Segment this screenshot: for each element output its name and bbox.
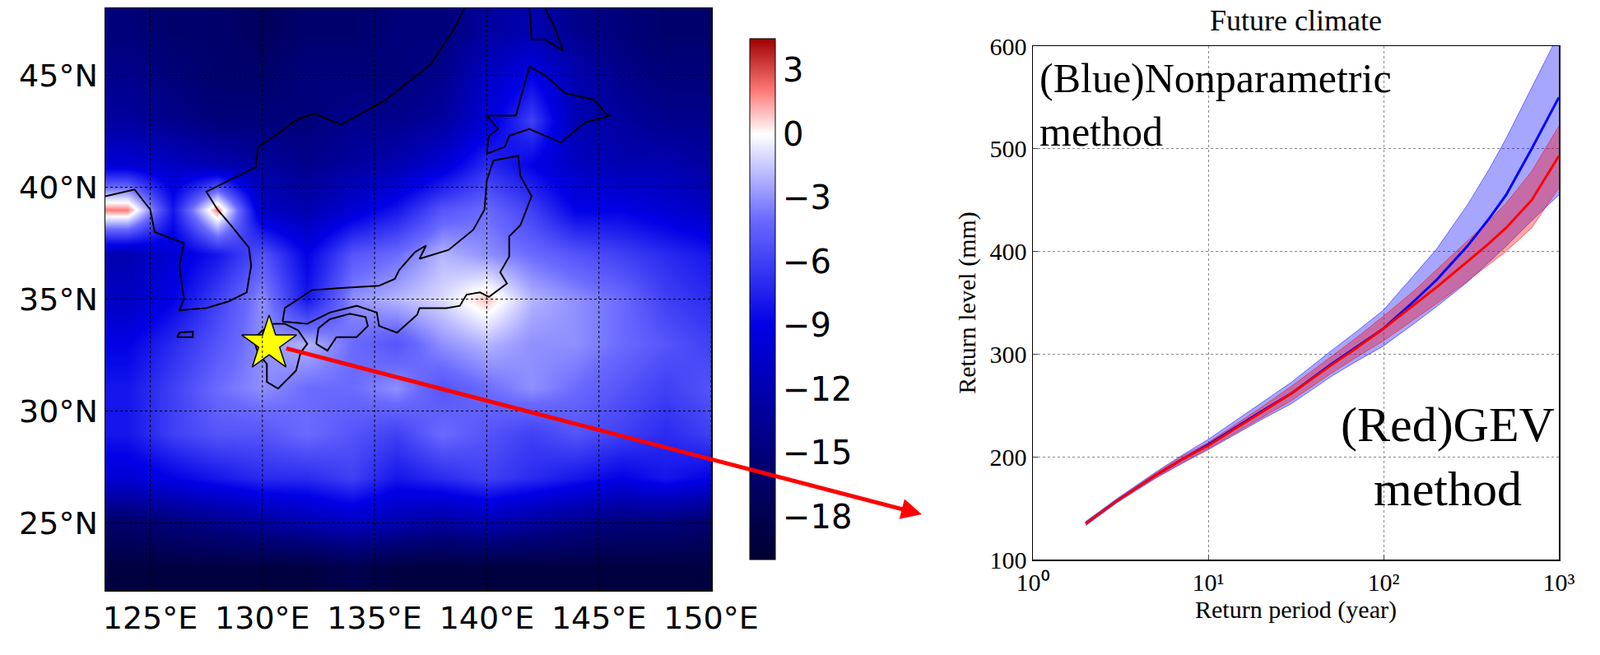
svg-text:(Red)GEVmethod: (Red)GEVmethod [1340,397,1555,517]
svg-text:3: 3 [782,51,804,89]
svg-text:−12: −12 [782,370,852,409]
svg-text:10²: 10² [1367,568,1400,596]
svg-text:140°E: 140°E [439,600,535,637]
svg-text:100: 100 [990,546,1028,574]
svg-text:130°E: 130°E [214,600,311,637]
svg-text:35°N: 35°N [18,281,98,318]
svg-text:30°N: 30°N [18,393,98,430]
svg-text:600: 600 [990,32,1028,61]
svg-text:145°E: 145°E [551,600,647,637]
svg-text:(Blue)Nonparametricmethod: (Blue)Nonparametricmethod [1039,55,1392,155]
svg-text:Future climate: Future climate [1209,4,1382,38]
svg-text:Return period (year): Return period (year) [1195,595,1397,624]
svg-text:40°N: 40°N [18,169,98,206]
svg-text:−15: −15 [782,433,852,472]
svg-text:45°N: 45°N [18,57,98,94]
svg-text:500: 500 [990,134,1028,163]
svg-text:−6: −6 [782,242,832,281]
svg-text:25°N: 25°N [18,505,98,542]
svg-text:135°E: 135°E [326,600,423,637]
svg-text:300: 300 [990,340,1028,368]
svg-text:Return level (mm): Return level (mm) [953,211,982,395]
svg-text:200: 200 [990,443,1028,471]
svg-text:−3: −3 [782,178,832,217]
svg-text:150°E: 150°E [663,600,759,637]
svg-text:−9: −9 [782,306,832,345]
svg-text:10⁰: 10⁰ [1016,568,1051,596]
svg-text:0: 0 [782,115,804,154]
svg-text:125°E: 125°E [102,600,199,637]
svg-text:10¹: 10¹ [1192,568,1225,596]
svg-text:400: 400 [990,237,1028,266]
svg-text:10³: 10³ [1543,568,1576,596]
svg-text:−18: −18 [782,497,852,536]
